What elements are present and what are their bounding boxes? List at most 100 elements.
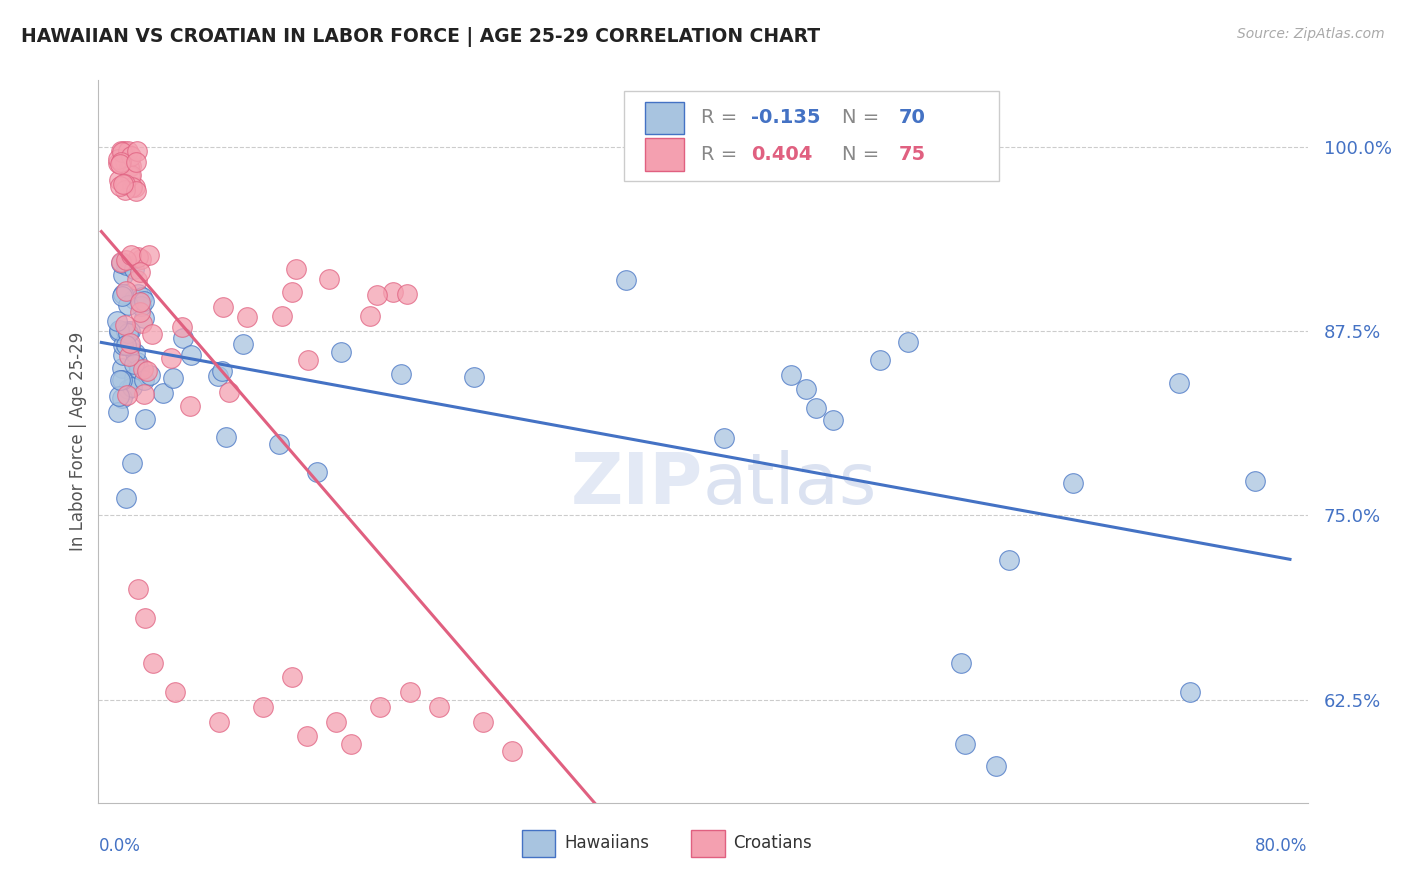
Point	[1062, 475, 1084, 490]
Point	[398, 685, 420, 699]
Point	[111, 391, 134, 405]
Y-axis label: In Labor Force | Age 25-29: In Labor Force | Age 25-29	[69, 332, 87, 551]
Text: N =: N =	[842, 109, 886, 128]
Point	[395, 287, 418, 301]
Point	[108, 325, 131, 339]
Point	[129, 305, 152, 319]
Point	[125, 144, 148, 158]
Text: R =: R =	[700, 145, 744, 164]
Point	[340, 737, 363, 751]
Point	[295, 730, 318, 744]
Text: Croatians: Croatians	[734, 834, 813, 852]
Point	[122, 357, 145, 371]
Point	[136, 364, 159, 378]
Point	[124, 179, 146, 194]
Point	[120, 248, 142, 262]
Point	[122, 292, 145, 306]
Point	[366, 288, 388, 302]
Point	[122, 371, 145, 385]
Point	[117, 144, 139, 158]
Point	[281, 285, 304, 299]
Point	[804, 401, 827, 416]
Point	[160, 351, 183, 365]
Point	[129, 299, 152, 313]
Point	[128, 361, 150, 376]
Point	[114, 184, 136, 198]
FancyBboxPatch shape	[645, 138, 683, 170]
Point	[118, 349, 141, 363]
Point	[208, 714, 231, 729]
Point	[114, 154, 136, 169]
Point	[120, 335, 142, 350]
Point	[134, 611, 156, 625]
Point	[141, 327, 163, 342]
Point	[368, 700, 391, 714]
Point	[107, 152, 129, 166]
Point	[281, 670, 304, 684]
Point	[207, 368, 229, 383]
Point	[232, 337, 254, 351]
Point	[115, 284, 138, 298]
Point	[125, 273, 148, 287]
Point	[1244, 474, 1267, 488]
Point	[127, 250, 149, 264]
Point	[128, 264, 150, 278]
Point	[794, 382, 817, 396]
Point	[132, 310, 155, 325]
Point	[117, 298, 139, 312]
Point	[125, 154, 148, 169]
Point	[134, 293, 156, 308]
Text: 0.0%: 0.0%	[98, 838, 141, 855]
Point	[117, 161, 139, 175]
Text: N =: N =	[842, 145, 886, 164]
Point	[111, 373, 134, 387]
Point	[112, 144, 135, 158]
Point	[124, 346, 146, 360]
Point	[463, 369, 485, 384]
Point	[110, 155, 132, 169]
Point	[330, 344, 353, 359]
Point	[214, 430, 236, 444]
Point	[111, 177, 134, 191]
Point	[986, 759, 1008, 773]
Point	[120, 339, 142, 353]
Point	[118, 169, 141, 183]
Point	[211, 364, 233, 378]
Point	[131, 290, 153, 304]
Point	[142, 656, 165, 670]
Text: Hawaiians: Hawaiians	[564, 834, 650, 852]
Point	[110, 373, 132, 387]
Point	[138, 248, 160, 262]
Text: -0.135: -0.135	[751, 109, 821, 128]
Point	[111, 287, 134, 301]
Point	[134, 412, 156, 426]
Point	[114, 491, 136, 505]
Text: Source: ZipAtlas.com: Source: ZipAtlas.com	[1237, 27, 1385, 41]
Point	[121, 380, 143, 394]
Point	[108, 179, 131, 194]
Point	[218, 384, 240, 399]
Point	[114, 258, 136, 272]
Point	[114, 318, 136, 332]
Point	[127, 286, 149, 301]
Point	[780, 368, 803, 382]
Point	[427, 700, 450, 714]
Point	[897, 334, 920, 349]
Point	[121, 180, 143, 194]
Point	[381, 285, 404, 299]
Point	[267, 436, 290, 450]
Point	[120, 147, 142, 161]
Point	[127, 582, 149, 596]
Point	[163, 685, 186, 699]
Point	[124, 261, 146, 276]
Point	[950, 656, 973, 670]
Point	[118, 324, 141, 338]
Point	[271, 309, 294, 323]
Point	[111, 360, 134, 375]
Point	[821, 413, 844, 427]
FancyBboxPatch shape	[645, 102, 683, 135]
FancyBboxPatch shape	[624, 91, 1000, 181]
FancyBboxPatch shape	[690, 830, 724, 857]
Point	[318, 272, 340, 286]
Point	[108, 389, 131, 403]
